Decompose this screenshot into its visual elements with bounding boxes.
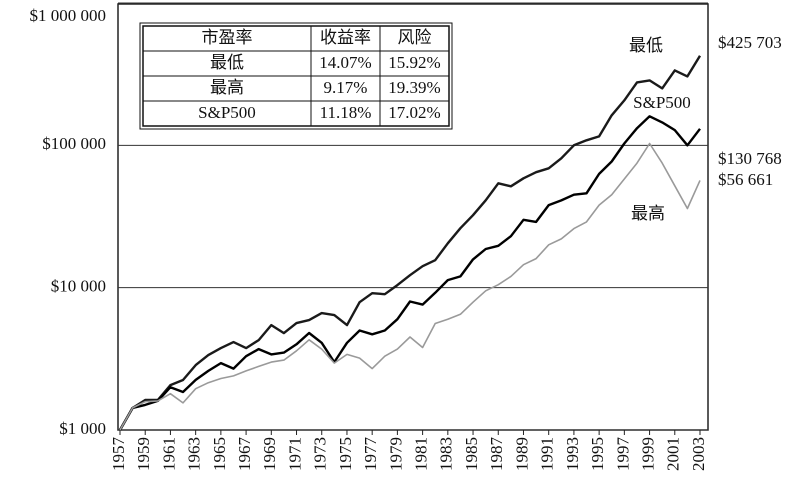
table-cell: 最高 (210, 78, 244, 97)
end-value-label: $425 703 (718, 33, 782, 52)
end-value-label: $130 768 (718, 149, 782, 168)
x-tick-label: 1971 (285, 437, 304, 471)
x-tick-label: 1969 (260, 437, 279, 471)
x-tick-label: 1959 (134, 437, 153, 471)
series-line (118, 115, 701, 431)
x-tick-label: 1997 (613, 437, 632, 472)
table-cell: 9.17% (324, 78, 368, 97)
x-tick-label: 1987 (487, 437, 506, 472)
stats-table (139, 22, 453, 130)
table-header: 收益率 (320, 28, 371, 47)
series-label: S&P500 (633, 93, 691, 112)
table-header: 市盈率 (202, 28, 253, 47)
series-line (119, 142, 701, 431)
x-tick-label: 1963 (185, 437, 204, 471)
table-cell: S&P500 (198, 103, 256, 122)
x-tick-label: 1981 (412, 437, 431, 471)
y-tick-label: $1 000 (59, 419, 106, 438)
series-label: 最低 (629, 36, 663, 55)
x-tick-label: 1967 (235, 437, 254, 472)
x-tick-label: 1985 (462, 437, 481, 471)
x-tick-label: 1975 (336, 437, 355, 471)
y-tick-label: $10 000 (51, 277, 106, 296)
series-label: 最高 (631, 204, 665, 223)
x-tick-label: 2003 (689, 437, 708, 471)
y-tick-label: $100 000 (42, 134, 106, 153)
x-tick-label: 1995 (588, 437, 607, 471)
x-tick-label: 1979 (386, 437, 405, 471)
end-value-label: $56 661 (718, 170, 773, 189)
x-tick-label: 1989 (512, 437, 531, 471)
x-tick-label: 1993 (563, 437, 582, 471)
table-cell: 最低 (210, 53, 244, 72)
x-tick-label: 1999 (638, 437, 657, 471)
x-tick-label: 1957 (109, 437, 128, 472)
x-tick-label: 1991 (538, 437, 557, 471)
x-tick-label: 1965 (210, 437, 229, 471)
table-cell: 11.18% (320, 103, 372, 122)
x-tick-label: 1973 (311, 437, 330, 471)
x-tick-label: 2001 (664, 437, 683, 471)
x-tick-label: 1983 (437, 437, 456, 471)
table-cell: 17.02% (388, 103, 440, 122)
table-header: 风险 (398, 28, 432, 47)
y-tick-label: $1 000 000 (30, 6, 107, 25)
x-tick-label: 1961 (159, 437, 178, 471)
table-cell: 19.39% (388, 78, 440, 97)
x-tick-label: 1977 (361, 437, 380, 472)
table-cell: 15.92% (388, 53, 440, 72)
series-line (118, 55, 702, 431)
table-cell: 14.07% (319, 53, 371, 72)
